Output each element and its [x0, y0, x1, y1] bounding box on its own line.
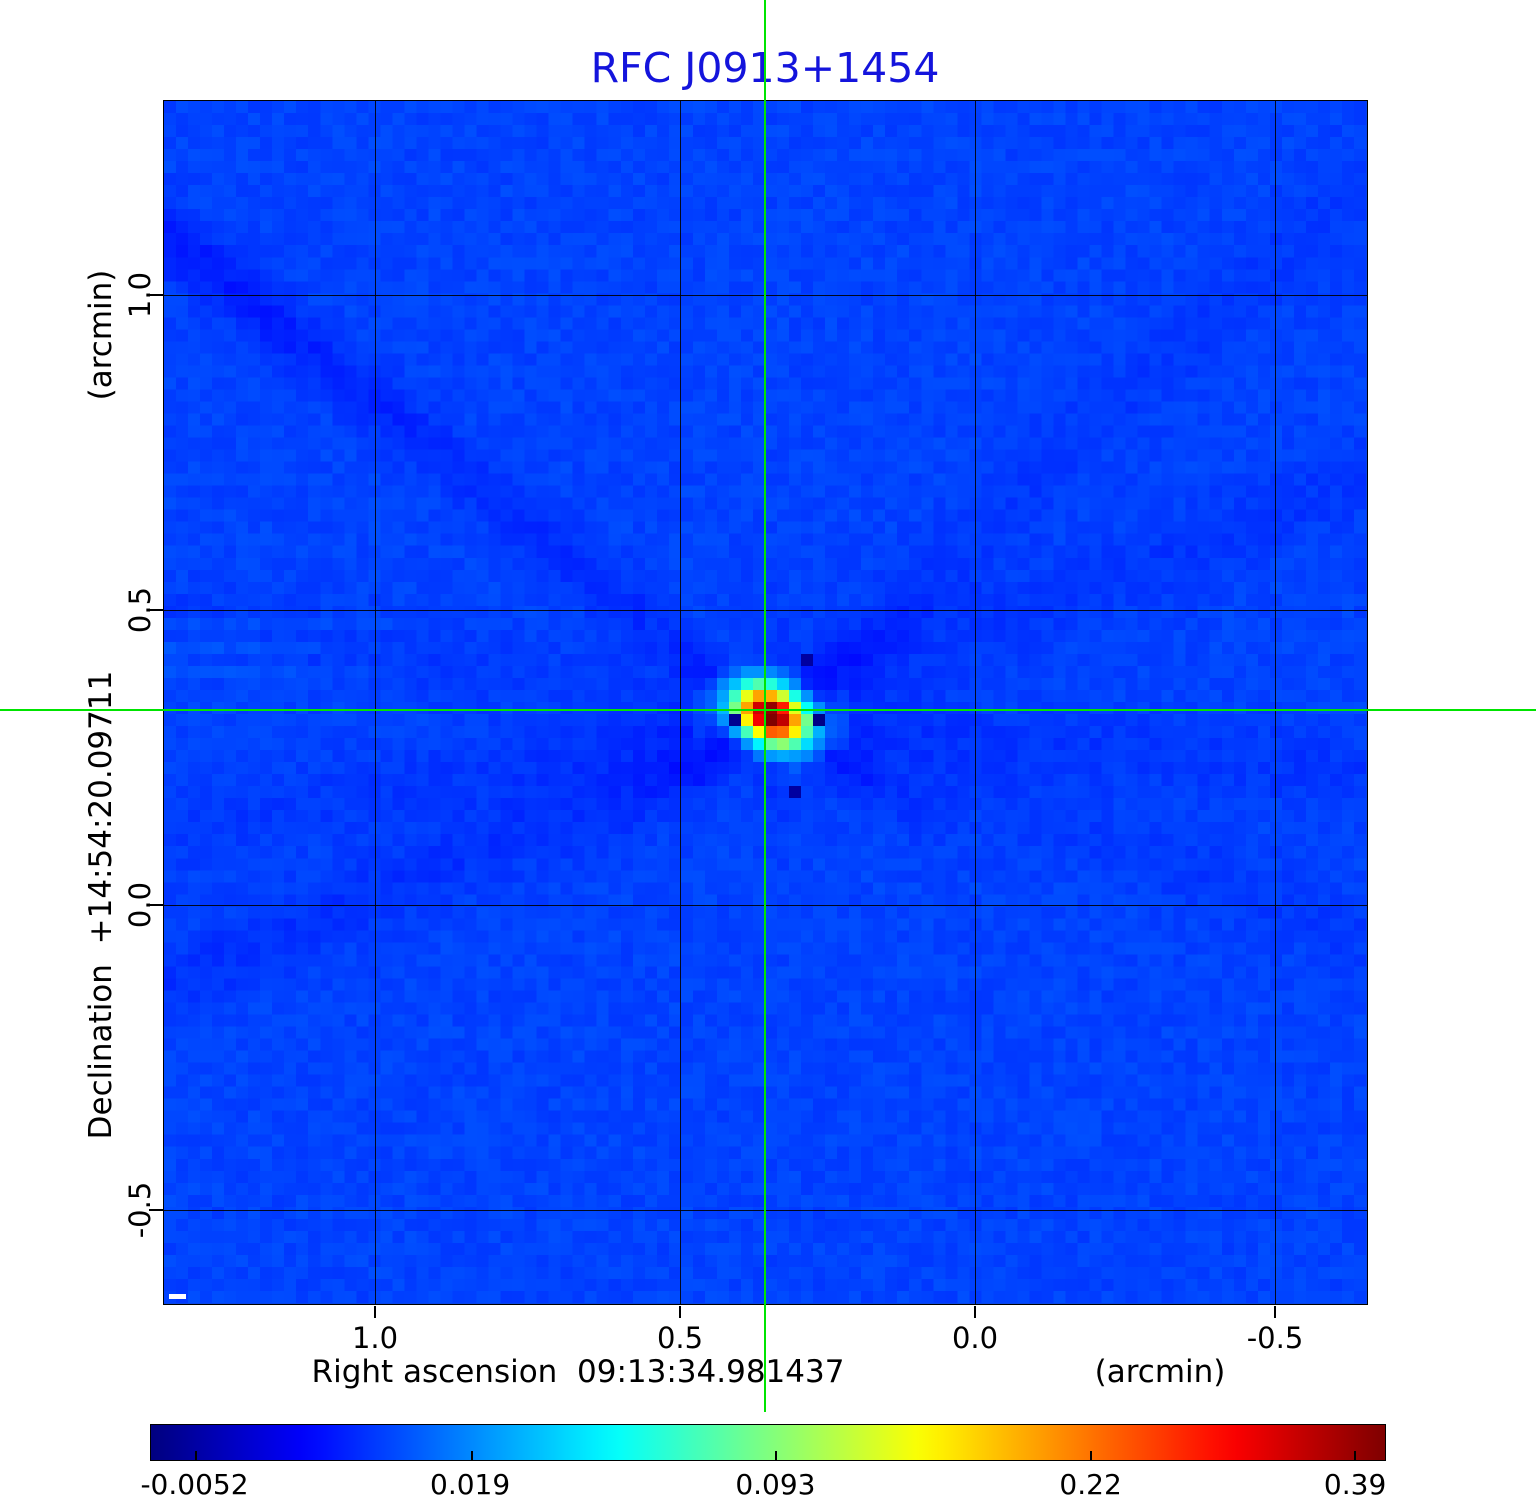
y-axis-label: Declination +14:54:20.09711 — [83, 670, 119, 1140]
x-tick-label: 1.0 — [351, 1321, 399, 1355]
y-axis-tick-mark — [149, 904, 163, 906]
colorbar-gradient — [151, 1425, 1385, 1460]
x-axis-unit-label: (arcmin) — [1094, 1354, 1226, 1390]
x-tick-label: -0.5 — [1246, 1321, 1304, 1355]
colorbar-tick-mark — [1354, 1451, 1357, 1460]
colorbar-tick-mark — [195, 1451, 198, 1460]
grid-line-vertical — [680, 101, 681, 1304]
x-axis-tick-mark — [974, 1306, 976, 1318]
colorbar-tick-label: 0.093 — [735, 1468, 816, 1501]
colorbar-tick-mark — [470, 1451, 473, 1460]
y-axis-tick-mark — [149, 609, 163, 611]
y-axis-tick-mark — [149, 294, 163, 296]
crosshair-horizontal-line — [0, 709, 1536, 711]
colorbar-ticks — [151, 1425, 1385, 1460]
y-axis-unit-label: (arcmin) — [83, 269, 119, 401]
figure-title: RFC J0913+1454 — [590, 44, 940, 92]
colorbar-tick-mark — [775, 1451, 778, 1460]
x-tick-label: 0.0 — [951, 1321, 999, 1355]
crosshair-vertical-line — [764, 0, 766, 1412]
grid-line-vertical — [975, 101, 976, 1304]
grid-line-vertical — [1275, 101, 1276, 1304]
colorbar-tick-label: 0.019 — [430, 1468, 511, 1501]
colorbar — [150, 1424, 1386, 1461]
x-axis-tick-mark — [679, 1306, 681, 1318]
colorbar-tick-mark — [1090, 1451, 1093, 1460]
x-axis-tick-mark — [374, 1306, 376, 1318]
x-axis-label: Right ascension 09:13:34.981437 — [311, 1354, 845, 1390]
beam-indicator — [169, 1294, 186, 1299]
x-tick-label: 0.5 — [656, 1321, 704, 1355]
colorbar-tick-label: 0.39 — [1323, 1468, 1387, 1501]
y-axis-tick-mark — [149, 1209, 163, 1211]
grid-line-vertical — [375, 101, 376, 1304]
colorbar-tick-label: -0.0052 — [140, 1468, 249, 1501]
colorbar-tick-label: 0.22 — [1059, 1468, 1122, 1501]
x-axis-tick-mark — [1274, 1306, 1276, 1318]
